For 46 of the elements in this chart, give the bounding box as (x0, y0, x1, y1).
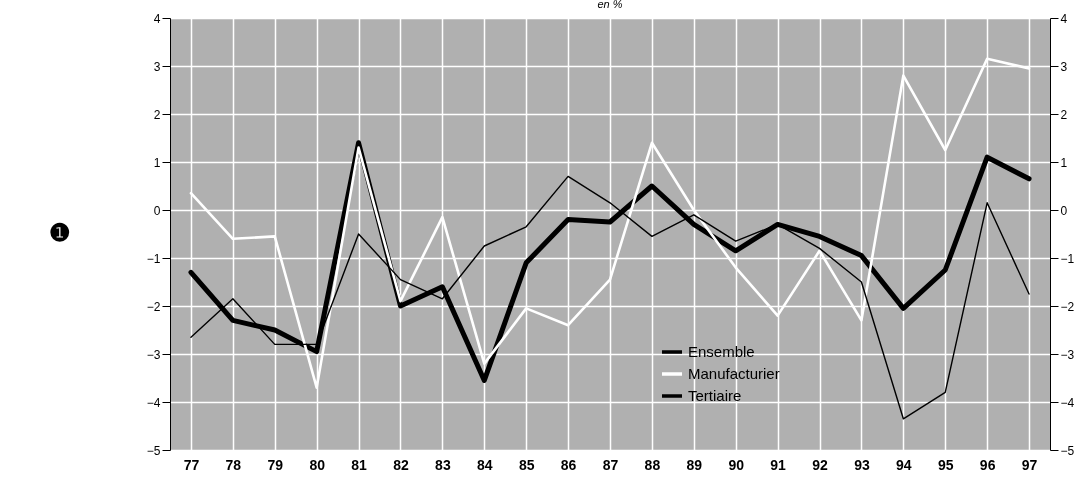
x-tick-label: 87 (602, 456, 619, 473)
legend-label: Manufacturier (688, 365, 780, 382)
x-tick-label: 89 (686, 456, 703, 473)
x-tick-label: 95 (937, 456, 954, 473)
x-tick-label: 94 (896, 456, 912, 473)
chart-title: en % (597, 0, 623, 10)
y2-tick-label: −5 (1060, 443, 1075, 458)
y-tick-label: −2 (146, 299, 161, 314)
x-tick-label: 77 (183, 456, 200, 473)
x-tick-label: 91 (770, 456, 787, 473)
y2-tick-label: 0 (1060, 203, 1068, 218)
y-tick-label: 1 (153, 155, 161, 170)
x-tick-label: 92 (812, 456, 829, 473)
y-tick-label: −3 (146, 347, 161, 362)
text: ❶ (49, 219, 71, 246)
y2-tick-label: −4 (1060, 395, 1075, 410)
x-tick-label: 83 (435, 456, 451, 473)
x-tick-label: 88 (644, 456, 661, 473)
y-tick-label: 3 (153, 59, 161, 74)
x-tick-label: 84 (477, 456, 493, 473)
y-tick-label: 4 (153, 11, 161, 26)
legend-label: Ensemble (688, 343, 755, 360)
x-tick-label: 79 (267, 456, 284, 473)
y-tick-label: 0 (153, 203, 161, 218)
x-tick-label: 90 (728, 456, 745, 473)
y2-tick-label: 2 (1060, 107, 1068, 122)
y2-tick-label: −2 (1060, 299, 1075, 314)
x-tick-label: 96 (979, 456, 996, 473)
x-tick-label: 97 (1021, 456, 1038, 473)
y-tick-label: −4 (146, 395, 161, 410)
x-tick-label: 80 (309, 456, 326, 473)
y-tick-label: −5 (146, 443, 161, 458)
y2-tick-label: 3 (1060, 59, 1068, 74)
y2-tick-label: 4 (1060, 11, 1068, 26)
x-tick-label: 93 (854, 456, 870, 473)
x-tick-label: 81 (351, 456, 368, 473)
legend-label: Tertiaire (688, 387, 742, 404)
x-tick-label: 78 (225, 456, 242, 473)
y2-tick-label: −3 (1060, 347, 1075, 362)
x-tick-label: 82 (393, 456, 409, 473)
y-tick-label: 2 (153, 107, 161, 122)
y-tick-label: −1 (146, 251, 161, 266)
y2-tick-label: −1 (1060, 251, 1075, 266)
x-tick-label: 85 (518, 456, 535, 473)
x-tick-label: 86 (560, 456, 577, 473)
y2-tick-label: 1 (1060, 155, 1068, 170)
